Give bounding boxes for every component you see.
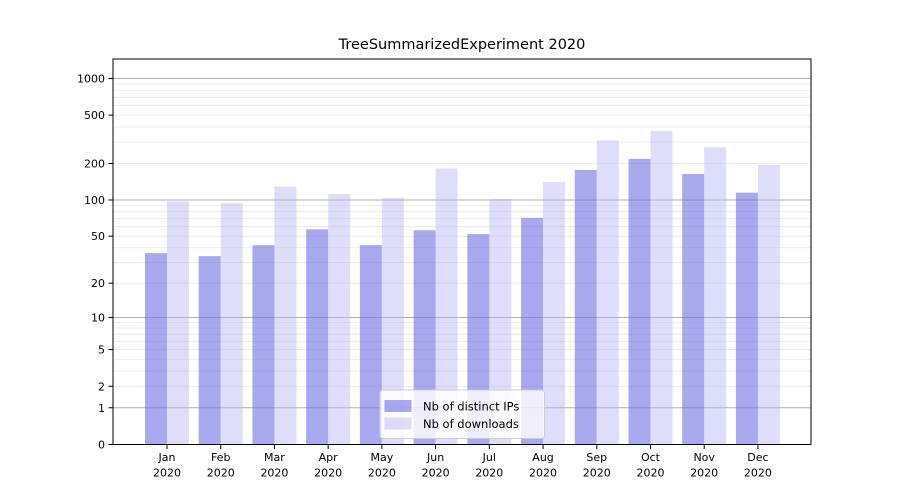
- x-tick-label-month: Mar: [264, 451, 285, 464]
- plot-border: [112, 58, 812, 445]
- bar-ips-jan: [145, 253, 167, 445]
- x-tick-label-month: Oct: [641, 451, 661, 464]
- bar-ips-mar: [252, 245, 275, 445]
- legend-box: [379, 389, 545, 439]
- bar-ips-dec: [735, 192, 758, 445]
- bar-ips-sep: [574, 169, 597, 445]
- legend: Nb of distinct IPs Nb of downloads: [379, 389, 545, 439]
- bar-downloads-oct: [650, 130, 673, 445]
- chart-title: TreeSummarizedExperiment 2020: [338, 37, 586, 53]
- x-tick-label-month: Feb: [211, 451, 230, 464]
- x-tick-label-month: Sep: [586, 451, 607, 464]
- x-tick-label-year: 2020: [314, 467, 342, 480]
- x-tick-label-month: Jun: [426, 451, 444, 464]
- bar-downloads-jun: [435, 168, 458, 445]
- x-tick-label-year: 2020: [690, 467, 718, 480]
- bar-downloads-apr: [328, 194, 351, 445]
- bar-downloads-may: [381, 197, 404, 445]
- y-tick-label: 100: [84, 194, 105, 207]
- x-tick-label-year: 2020: [153, 467, 181, 480]
- y-tick-label: 1000: [77, 72, 105, 85]
- x-tick-label-year: 2020: [422, 467, 450, 480]
- legend-label-downloads: Nb of downloads: [423, 417, 519, 431]
- x-tick-label-month: Nov: [693, 451, 715, 464]
- legend-swatch-downloads: [384, 417, 412, 430]
- x-tick-label-year: 2020: [475, 467, 503, 480]
- x-tick-label-month: Jan: [158, 451, 176, 464]
- x-tick-label-month: Jul: [482, 451, 496, 464]
- legend-swatch-ips: [384, 400, 412, 412]
- bar-downloads-jul: [489, 198, 512, 445]
- bar-downloads-jan: [167, 201, 189, 445]
- bar-ips-apr: [306, 229, 329, 445]
- y-tick-label: 200: [84, 158, 105, 171]
- bar-downloads-feb: [220, 203, 243, 445]
- bar-ips-oct: [628, 158, 651, 445]
- x-tick-label-year: 2020: [583, 467, 611, 480]
- y-tick-label: 1: [98, 402, 105, 415]
- bar-ips-feb: [198, 256, 221, 445]
- x-tick-label-year: 2020: [207, 467, 235, 480]
- x-tick-label-year: 2020: [636, 467, 664, 480]
- x-tick-label-month: Dec: [747, 451, 768, 464]
- y-tick-label: 5: [98, 344, 105, 357]
- y-tick-label: 50: [91, 230, 105, 243]
- bar-downloads-nov: [704, 147, 727, 445]
- bar-downloads-mar: [274, 186, 297, 445]
- x-tick-label-month: May: [371, 451, 394, 464]
- plot-area: 0 1 2 5 10 20 50 100 200 500 1000 Jan 2020 Feb 2020 Mar…: [77, 58, 812, 480]
- bar-downloads-aug: [543, 181, 566, 445]
- y-tick-label: 2: [98, 380, 105, 393]
- x-tick-label-year: 2020: [260, 467, 288, 480]
- y-tick-label: 10: [91, 311, 105, 324]
- y-tick-label: 0: [98, 439, 105, 452]
- bar-ips-nov: [682, 173, 705, 445]
- y-tick-label: 500: [84, 109, 105, 122]
- x-tick-label-year: 2020: [744, 467, 772, 480]
- x-tick-label-month: Aug: [532, 451, 553, 464]
- x-tick-label-month: Apr: [319, 451, 339, 464]
- y-tick-label: 20: [91, 277, 105, 290]
- bar-ips-may: [359, 245, 382, 445]
- bar-ips-aug: [521, 217, 544, 445]
- bar-downloads-sep: [596, 140, 619, 445]
- x-tick-label-year: 2020: [529, 467, 557, 480]
- bar-downloads-dec: [757, 164, 780, 445]
- x-tick-label-year: 2020: [368, 467, 396, 480]
- legend-label-ips: Nb of distinct IPs: [423, 400, 519, 414]
